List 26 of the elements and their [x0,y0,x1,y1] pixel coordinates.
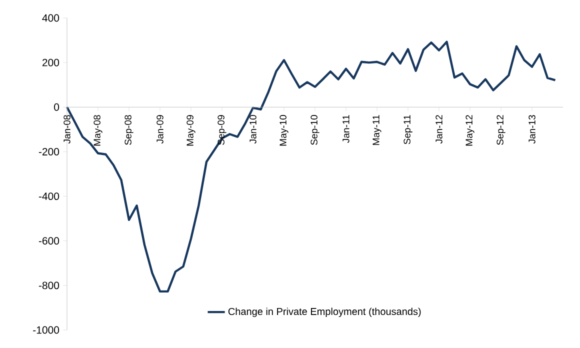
y-tick-label: -600 [38,237,60,245]
x-tick-label: Jan-08 [64,115,70,144]
x-tick-label: Sep-08 [124,115,134,145]
x-tick-label: Sep-10 [310,115,320,145]
x-tick-label: Sep-09 [218,115,226,145]
y-tick-label: 0 [54,103,60,111]
x-tick-label: Jan-09 [156,115,164,144]
x-tick-label: Jan-12 [436,115,442,144]
x-tick-label: Sep-12 [496,115,506,145]
x-tick-label: Jan-10 [250,115,256,144]
x-tick-label: Jan-11 [342,115,350,143]
x-tick-label: Jan-13 [528,115,536,144]
line-series [66,40,556,293]
x-tick-label: Sep-11 [404,115,412,144]
y-tick-label: -400 [38,192,60,200]
y-tick-label: -800 [38,282,60,290]
y-tick-label: -1000 [33,326,60,334]
x-tick-label: May-10 [280,115,288,146]
x-tick-label: May-08 [94,115,102,146]
x-tick-label: May-12 [466,115,474,146]
y-tick-label: 200 [42,58,60,66]
legend-label: Change in Private Employment (thousands) [228,308,421,318]
x-tick-label: May-11 [372,115,382,145]
y-tick-label: 400 [42,14,60,22]
x-tick-label: May-09 [186,115,196,146]
y-tick-label: -200 [38,148,60,156]
